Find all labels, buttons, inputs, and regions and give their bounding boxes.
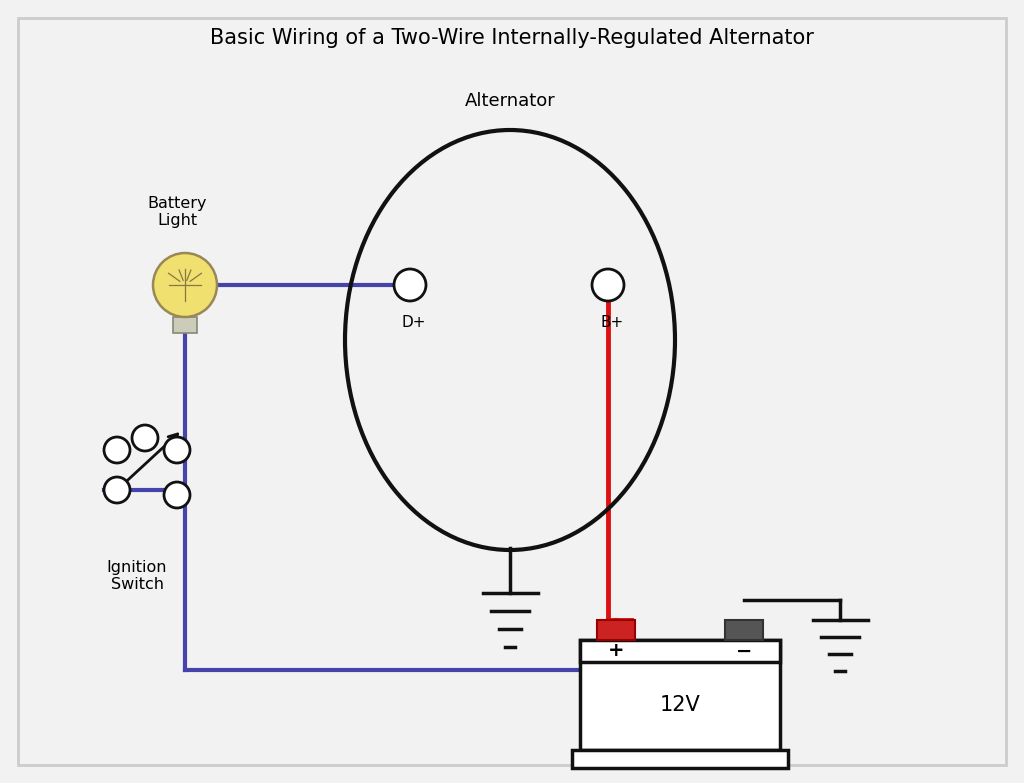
Bar [725, 620, 763, 640]
Bar [597, 620, 635, 640]
Text: 12V: 12V [659, 695, 700, 715]
Bar [173, 317, 197, 333]
Circle shape [104, 477, 130, 503]
Text: Battery
Light: Battery Light [147, 196, 207, 228]
Text: +: + [608, 641, 625, 661]
Text: Basic Wiring of a Two-Wire Internally-Regulated Alternator: Basic Wiring of a Two-Wire Internally-Re… [210, 28, 814, 48]
Text: D+: D+ [401, 315, 426, 330]
Circle shape [164, 482, 190, 508]
Text: Alternator: Alternator [465, 92, 555, 110]
Text: Ignition
Switch: Ignition Switch [106, 560, 167, 593]
Circle shape [132, 425, 158, 451]
Ellipse shape [153, 253, 217, 317]
Circle shape [164, 437, 190, 463]
Circle shape [104, 437, 130, 463]
Circle shape [394, 269, 426, 301]
Bar [572, 750, 788, 768]
Bar [580, 640, 780, 750]
Text: B+: B+ [600, 315, 624, 330]
Text: −: − [736, 641, 753, 661]
Bar [580, 640, 780, 662]
Circle shape [592, 269, 624, 301]
